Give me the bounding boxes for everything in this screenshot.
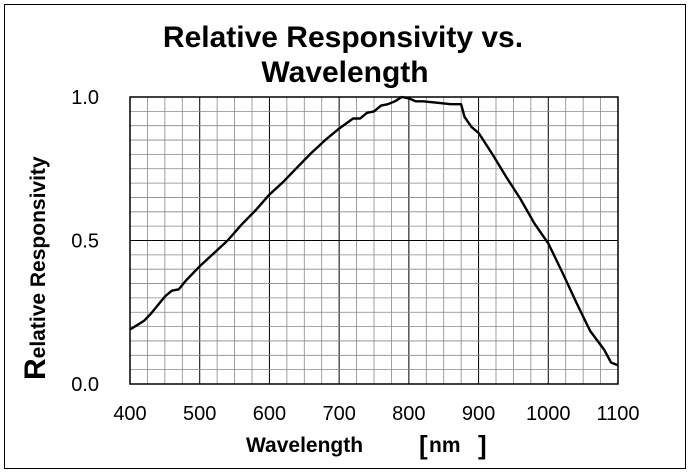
y-axis-label: Relative Responsivity [19,156,52,380]
x-axis-unit-close-bracket: ] [478,430,487,460]
plot-area-border [129,96,619,385]
x-axis-label: Wavelength [246,434,363,457]
y-tick-labels: 0.0 0.5 1.0 [71,87,99,396]
series-line [129,95,619,367]
chart-title-line2: Wavelength [261,56,428,89]
x-tick-label: 500 [183,403,216,425]
chart-frame [4,4,686,469]
y-tick-label: 0.0 [71,374,99,396]
x-tick-label: 1100 [596,403,639,425]
grid [129,96,619,385]
y-axis-label-rest: elative Responsivity [27,156,50,358]
x-tick-labels: 400 500 600 700 800 900 1000 1100 [113,403,639,425]
x-tick-label: 700 [322,403,355,425]
y-tick-label: 0.5 [71,231,99,253]
y-axis-label-initial: R [19,358,52,380]
x-axis-unit-open-bracket: [ [419,430,428,460]
x-tick-label: 800 [392,403,425,425]
chart-title-line1: Relative Responsivity vs. [163,21,523,54]
series-group [129,95,619,367]
x-axis-unit: nm [429,434,461,457]
x-tick-label: 900 [462,403,495,425]
y-tick-label: 1.0 [71,87,99,109]
x-tick-label: 600 [253,403,286,425]
x-tick-label: 400 [113,403,146,425]
x-tick-label: 1000 [526,403,571,425]
